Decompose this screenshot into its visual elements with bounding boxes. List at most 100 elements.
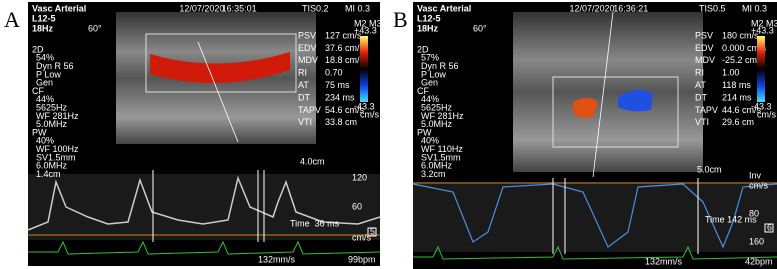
color-unit: cm/s [360, 109, 379, 119]
frame-rate: 18Hz [417, 23, 439, 33]
spectral-area [28, 174, 380, 240]
time-label: Time 36 ms [290, 218, 340, 228]
color-bottom: -43.3 [354, 101, 375, 111]
setting: SV1.5mm [421, 152, 461, 162]
setting: 2D [417, 44, 429, 54]
setting: WF 281Hz [421, 111, 464, 121]
setting: 6.0MHz [421, 161, 453, 171]
setting: 6.0MHz [36, 161, 68, 171]
clock: 16:35:01 [222, 3, 257, 13]
setting: P Low [36, 69, 61, 79]
setting: 57% [421, 53, 439, 63]
doppler-waveform [412, 183, 777, 249]
velocity-scale: 120 [352, 172, 367, 182]
measure-value: 33.8 cm [325, 117, 357, 127]
probe: L12-5 [417, 13, 441, 23]
measure-value: 0.70 [325, 68, 343, 78]
color-unit: cm/s [757, 109, 776, 119]
cursor-line [197, 41, 239, 143]
measure-value: 234 ms [325, 92, 355, 102]
velocity-scale: cm/s [749, 180, 768, 190]
measure-value: 37.6 cm/s [325, 43, 365, 53]
measure-value: 1.00 [722, 68, 740, 78]
marker-box [367, 227, 377, 237]
color-bottom: -43.3 [751, 101, 772, 111]
measure-value: 18.8 cm/s [325, 55, 365, 65]
exam-title: Vasc Arterial [32, 3, 86, 13]
setting: WF 100Hz [36, 144, 79, 154]
probe: L12-5 [32, 13, 56, 23]
measure-label: AT [695, 80, 706, 90]
panel-label: B [393, 7, 408, 32]
setting: 2D [32, 44, 44, 54]
setting: WF 110Hz [421, 144, 463, 154]
color-top: +43.3 [354, 25, 377, 35]
setting: 5625Hz [36, 102, 68, 112]
measure-label: MDV [298, 55, 318, 65]
clock: 16:36:21 [613, 3, 648, 13]
color-bar [360, 36, 368, 102]
color-bar [757, 36, 765, 102]
cursor-line [592, 11, 614, 178]
date: 12/07/2020 [179, 3, 224, 13]
color-box [145, 33, 297, 93]
measure-value: 54.6 cm/s [325, 105, 365, 115]
angle: 60° [88, 23, 102, 33]
doppler-waveform [27, 175, 381, 231]
setting: 5625Hz [421, 102, 453, 112]
panel-label: A [4, 7, 20, 32]
tis: TIS0.5 [699, 3, 726, 13]
measure-label: VTI [298, 117, 312, 127]
measure-label: RI [695, 68, 704, 78]
setting: 5.0MHz [421, 119, 453, 129]
vessel-flow [150, 52, 290, 84]
setting: 40% [36, 136, 54, 146]
measure-label: PSV [298, 30, 316, 40]
measure-label: AT [298, 80, 309, 90]
color-mode: M2 M3 [354, 18, 382, 28]
setting: Dyn R 56 [421, 61, 459, 71]
setting: 44% [421, 94, 439, 104]
measure-label: VTI [695, 117, 709, 127]
ecg-trace [28, 240, 381, 255]
measure-value: 44.6 cm/s [722, 105, 762, 115]
vessel-flow [618, 89, 653, 112]
velocity-scale: 80 [749, 208, 759, 218]
color-top: +43.3 [751, 25, 774, 35]
setting: CF [32, 86, 44, 96]
measure-label: EDV [695, 43, 714, 53]
setting: Gen [36, 78, 53, 88]
setting: 44% [36, 94, 54, 104]
setting: 1.4cm [36, 169, 61, 179]
marker: 5 [370, 226, 375, 236]
measure-label: PSV [695, 30, 713, 40]
measure-value: 0.000 cm/s [722, 43, 767, 53]
measure-label: RI [298, 68, 307, 78]
exam-title: Vasc Arterial [417, 3, 471, 13]
heart-rate: 42bpm [745, 256, 773, 266]
velocity-scale: 160 [749, 236, 764, 246]
measure-value: 214 ms [722, 92, 752, 102]
b-mode-image [513, 12, 703, 172]
measure-label: MDV [695, 55, 715, 65]
velocity-scale: 60 [352, 201, 362, 211]
measure-label: EDV [298, 43, 317, 53]
setting: 40% [421, 136, 439, 146]
setting: WF 281Hz [36, 111, 79, 121]
sweep-speed: 132mm/s [645, 256, 683, 266]
sweep-speed: 132mm/s [258, 254, 296, 264]
color-box [552, 76, 679, 148]
setting: Dyn R 56 [36, 61, 74, 71]
velocity-scale: cm/s [352, 232, 371, 242]
setting: PW [32, 127, 47, 137]
measure-value: 127 cm/s [325, 30, 362, 40]
time-label: Time 142 ms [705, 214, 757, 224]
setting: SV1.5mm [36, 152, 76, 162]
depth: 5.0cm [697, 164, 722, 174]
tis: TIS0.2 [302, 3, 329, 13]
measure-value: -25.2 cm/s [722, 55, 765, 65]
velocity-scale: Inv [749, 170, 762, 180]
